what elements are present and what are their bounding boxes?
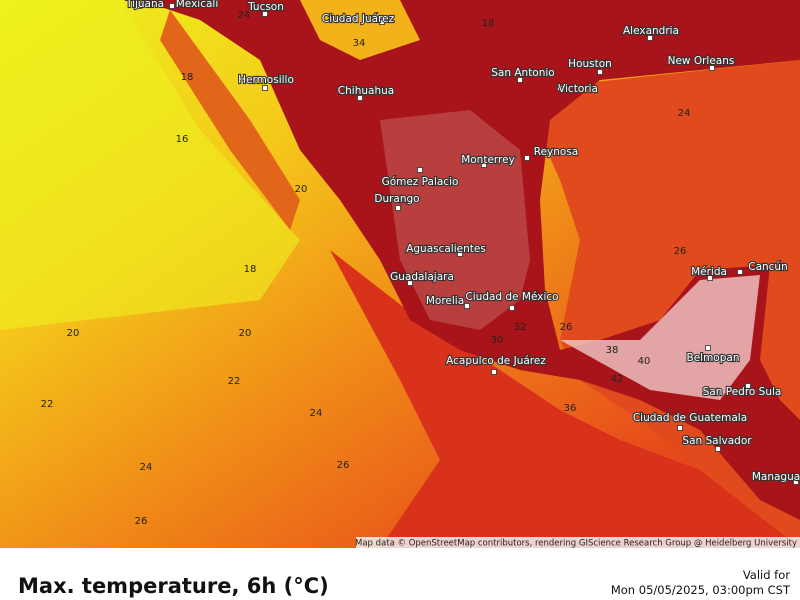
contour-label: 18 (482, 18, 495, 29)
city-dot (491, 369, 497, 375)
city-label: Ciudad de México (465, 291, 558, 303)
baja (160, 10, 300, 230)
city-dot (136, 3, 142, 9)
city-dot (457, 251, 463, 257)
city-dot (677, 425, 683, 431)
contour-label: 42 (611, 374, 624, 385)
valid-date: Mon 05/05/2025, 03:00pm CST (610, 583, 790, 597)
city-label: San Salvador (682, 435, 752, 447)
yucatan-hot (560, 275, 760, 400)
city-label: Acapulco de Juárez (446, 355, 546, 367)
city-label: Managua (752, 471, 800, 483)
city-dot (262, 85, 268, 91)
city-label: Morelia (426, 295, 464, 307)
city-label: Mérida (691, 266, 727, 278)
city-label: San Pedro Sula (703, 386, 782, 398)
city-label: Belmopan (687, 352, 740, 364)
city-dot (524, 155, 530, 161)
contour-label: 18 (244, 264, 257, 275)
contour-label: 26 (135, 516, 148, 527)
map-title: Max. temperature, 6h (°C) (18, 574, 329, 598)
city-label: Victoria (558, 83, 598, 95)
contour-label: 20 (295, 184, 308, 195)
contour-label: 18 (181, 72, 194, 83)
city-dot (517, 77, 523, 83)
contour-label: 20 (239, 328, 252, 339)
city-label: Mexicali (176, 0, 219, 10)
contour-label: 34 (353, 38, 366, 49)
city-dot (647, 35, 653, 41)
contour-label: 26 (337, 460, 350, 471)
desert (300, 0, 420, 60)
city-dot (793, 479, 799, 485)
city-dot (407, 280, 413, 286)
attribution-bg (356, 537, 800, 548)
city-label: New Orleans (668, 55, 735, 67)
hot-interior (380, 110, 530, 330)
city-label: Monterrey (461, 154, 515, 166)
contour-label: 32 (514, 322, 527, 333)
city-dot (509, 305, 515, 311)
contour-label: 22 (41, 399, 54, 410)
city-dot (705, 345, 711, 351)
city-label: Durango (374, 193, 419, 205)
city-label: Aguascalientes (406, 243, 486, 255)
city-label: Reynosa (534, 146, 578, 158)
city-dot (395, 205, 401, 211)
city-label: Houston (568, 58, 612, 70)
pacific-warm (330, 250, 800, 548)
contour-label: 38 (606, 345, 619, 356)
valid-label: Valid for (742, 568, 790, 582)
city-dot (737, 269, 743, 275)
city-dot (745, 383, 751, 389)
contour-label: 40 (638, 356, 651, 367)
city-label: San Antonio (491, 67, 554, 79)
contour-label: 26 (674, 246, 687, 257)
contour-label: 20 (67, 328, 80, 339)
city-label: Alexandria (623, 25, 679, 37)
valid-time: Valid for Mon 05/05/2025, 03:00pm CST (611, 568, 790, 598)
city-dot (597, 69, 603, 75)
city-dot (262, 11, 268, 17)
contour-label: 16 (176, 134, 189, 145)
city-label: Chihuahua (338, 85, 394, 97)
city-dot (357, 95, 363, 101)
cool-zone (0, 0, 300, 330)
contour-label: 24 (238, 10, 251, 21)
contour-label: 24 (140, 462, 153, 473)
city-label: Ciudad Juárez (322, 13, 395, 25)
city-dot (715, 446, 721, 452)
city-label: Gómez Palacio (382, 176, 459, 188)
footer: Max. temperature, 6h (°C) Valid for Mon … (0, 548, 800, 600)
attribution: Map data © OpenStreetMap contributors, r… (355, 539, 797, 549)
city-dot (557, 85, 563, 91)
city-dot (464, 303, 470, 309)
city-label: Hermosillo (238, 74, 294, 86)
city-dot (481, 162, 487, 168)
city-dot (707, 275, 713, 281)
contour-label: 36 (564, 403, 577, 414)
city-label: Tucson (247, 1, 284, 13)
city-label: Tijuana (125, 0, 164, 10)
city-label: Ciudad de Guatemala (633, 412, 747, 424)
map: Tijuana Mexicali Tucson Ciudad Juárez Hermos… (0, 0, 800, 548)
city-dot (709, 65, 715, 71)
contour-label: 26 (560, 322, 573, 333)
contour-label: 22 (228, 376, 241, 387)
city-dot (169, 3, 175, 9)
city-dot (417, 167, 423, 173)
city-label: Cancún (748, 261, 788, 273)
contour-label: 30 (491, 335, 504, 346)
city-label: Guadalajara (390, 271, 454, 283)
contour-label: 24 (678, 108, 691, 119)
contour-label: 24 (310, 408, 323, 419)
city-dot (379, 19, 385, 25)
